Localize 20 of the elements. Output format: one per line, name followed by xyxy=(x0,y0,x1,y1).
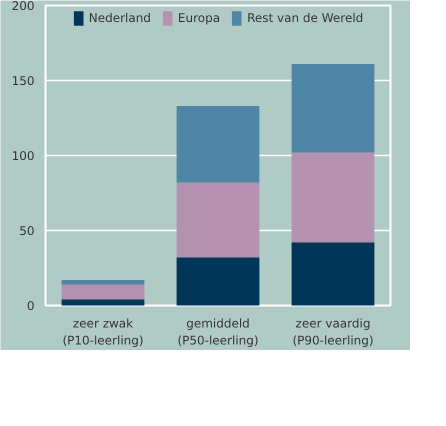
x-tick-label: zeer zwak (P10-leerling) xyxy=(62,316,144,348)
bar xyxy=(292,152,374,242)
x-tick-label: zeer vaardig (P90-leerling) xyxy=(292,316,374,348)
y-tick-label: 50 xyxy=(19,224,35,238)
legend-label: Rest van de Wereld xyxy=(247,11,364,25)
bar xyxy=(62,280,144,284)
legend-label: Europa xyxy=(178,11,220,25)
x-tick-label: gemiddeld (P50-leerling) xyxy=(177,316,259,348)
bar xyxy=(176,182,260,258)
bar xyxy=(292,242,374,306)
bar xyxy=(62,300,144,306)
y-tick-label: 200 xyxy=(12,0,34,13)
y-tick-label: 0 xyxy=(26,299,35,313)
bar xyxy=(292,64,374,152)
y-tick-label: 150 xyxy=(12,74,34,88)
y-tick-label: 100 xyxy=(12,149,34,163)
bar xyxy=(176,106,260,182)
legend-label: Nederland xyxy=(88,11,151,25)
bar xyxy=(176,258,260,306)
bar xyxy=(62,284,144,300)
